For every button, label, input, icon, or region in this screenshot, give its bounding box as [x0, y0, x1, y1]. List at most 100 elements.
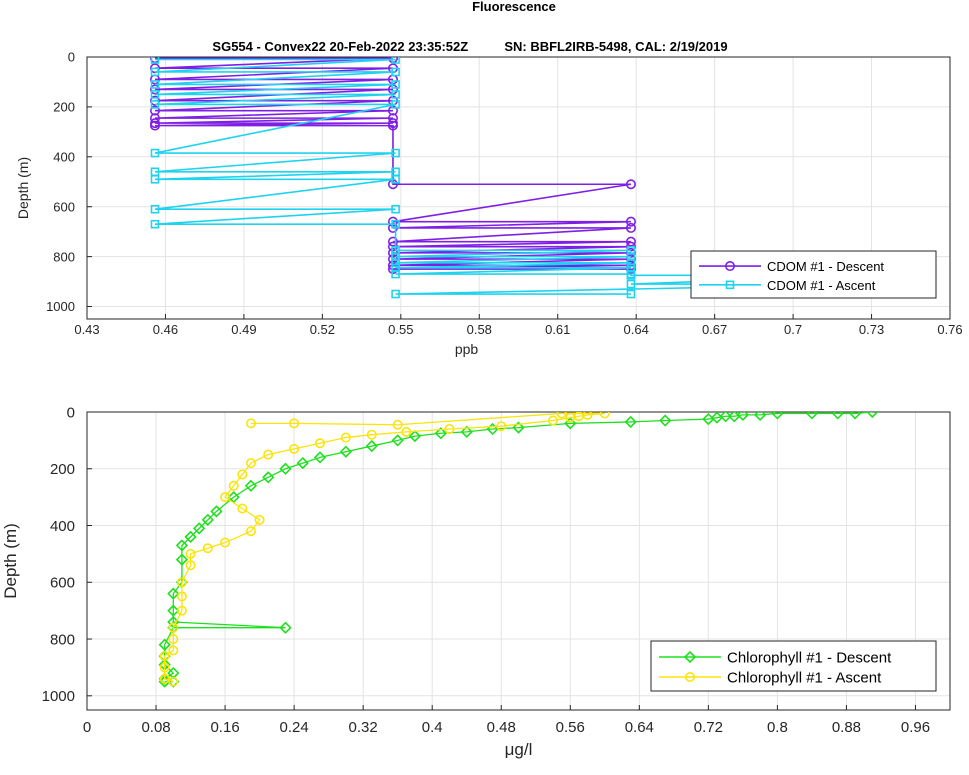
y-tick-label: 800	[50, 631, 75, 648]
figure-title: Fluorescence	[472, 0, 556, 14]
data-point	[245, 526, 256, 537]
data-point	[149, 105, 160, 116]
data-point	[625, 222, 636, 233]
data-point	[150, 80, 160, 89]
data-point	[340, 432, 351, 443]
data-point	[176, 591, 187, 602]
data-point	[220, 492, 231, 503]
x-tick-label: 0.58	[467, 322, 492, 337]
data-point	[220, 537, 231, 548]
data-point	[150, 90, 160, 99]
x-tick-label: 0.76	[937, 322, 962, 337]
data-point	[626, 279, 636, 289]
data-point	[391, 434, 404, 447]
data-point	[391, 57, 400, 64]
x-tick-label: 0.46	[153, 322, 178, 337]
data-point	[262, 471, 275, 484]
chart1-subtitle: SG554 - Convex22 20-Feb-2022 23:35:52Z S…	[212, 39, 727, 54]
series-line	[154, 57, 632, 270]
data-point	[210, 505, 223, 518]
data-point	[228, 480, 239, 491]
data-point	[401, 426, 412, 437]
data-point	[626, 289, 636, 299]
data-point	[391, 148, 400, 158]
data-point	[754, 412, 767, 421]
legend-label: CDOM #1 - Ascent	[767, 278, 876, 293]
axes-box	[86, 56, 951, 320]
data-point	[565, 412, 576, 423]
data-point	[150, 204, 160, 214]
data-point	[339, 445, 353, 458]
data-point	[387, 113, 398, 124]
data-point	[245, 418, 256, 429]
x-tick-label: 0.64	[625, 719, 654, 736]
data-point	[391, 67, 400, 77]
data-point	[193, 522, 206, 535]
x-tick-label: 0.73	[859, 322, 884, 337]
data-point	[237, 503, 248, 514]
x-tick-label: 0.4	[422, 719, 443, 736]
y-tick-label: 1000	[42, 688, 75, 705]
data-point	[391, 258, 400, 268]
x-tick-label: 0.16	[210, 719, 239, 736]
x-tick-label: 0.56	[556, 719, 585, 736]
chart-cdom: 0.43 0.46 0.49 0.52 0.55 0.58 0.61 0.64 0.67 0.7 0…	[15, 50, 963, 357]
data-point	[159, 662, 170, 673]
data-point	[150, 67, 160, 77]
data-point	[149, 113, 160, 124]
data-point	[434, 427, 447, 440]
x-tick-label: 0.8	[767, 719, 788, 736]
data-point	[599, 412, 610, 419]
y-axis-label: Depth (m)	[15, 157, 31, 219]
data-point	[719, 412, 732, 423]
legend: Chlorophyll #1 - Descent Chlorophyll #1 -…	[650, 640, 937, 692]
data-point	[444, 424, 455, 435]
data-point	[168, 622, 179, 633]
data-point	[391, 174, 400, 184]
x-axis-label: μg/l	[505, 740, 533, 759]
data-point	[771, 412, 784, 420]
data-point	[392, 419, 403, 430]
x-tick-label: 0.32	[349, 719, 378, 736]
data-point	[625, 179, 636, 190]
x-tick-label: 0.61	[545, 322, 570, 337]
data-point	[168, 645, 179, 656]
data-point	[564, 417, 577, 430]
data-point	[408, 429, 422, 443]
data-point	[624, 415, 637, 429]
legend: CDOM #1 - Descent CDOM #1 - Ascent	[690, 250, 937, 299]
legend-label: Chlorophyll #1 - Descent	[727, 650, 892, 667]
legend-swatch-marker	[725, 280, 735, 290]
data-point	[202, 543, 213, 554]
data-point	[387, 120, 398, 131]
x-tick-label: 0	[83, 719, 91, 736]
data-point	[149, 120, 160, 131]
data-point	[391, 100, 400, 109]
data-point	[805, 412, 819, 420]
data-point	[158, 638, 171, 651]
data-point	[167, 604, 180, 617]
data-point	[496, 421, 507, 432]
data-point	[391, 80, 400, 89]
data-point	[391, 269, 400, 279]
legend-swatch-marker	[684, 671, 695, 682]
data-point	[201, 513, 214, 526]
data-point	[167, 587, 180, 600]
x-tick-label: 0.49	[231, 322, 256, 337]
data-point	[289, 443, 300, 454]
data-point	[625, 216, 636, 227]
series-layer	[149, 57, 874, 299]
series-1	[150, 57, 874, 299]
data-point	[387, 105, 398, 116]
data-point	[365, 439, 378, 453]
data-point	[625, 236, 636, 247]
x-tick-label: 0.24	[280, 719, 309, 736]
data-point	[279, 621, 292, 634]
data-point	[175, 539, 189, 552]
data-point	[289, 418, 300, 429]
data-point	[626, 271, 636, 280]
data-point	[728, 412, 741, 423]
data-point	[556, 412, 567, 419]
data-point	[313, 451, 327, 464]
